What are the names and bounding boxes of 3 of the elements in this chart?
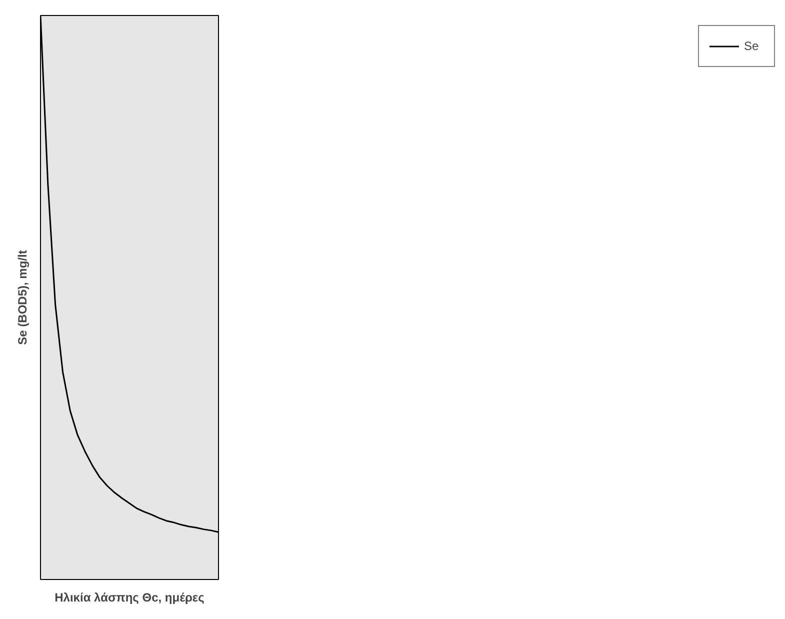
y-axis-title: Se (BOD5), mg/lt — [16, 250, 30, 345]
legend-label: Se — [744, 39, 760, 53]
x-axis-title: Ηλικία λάσπης Θc, ημέρες — [54, 590, 204, 604]
